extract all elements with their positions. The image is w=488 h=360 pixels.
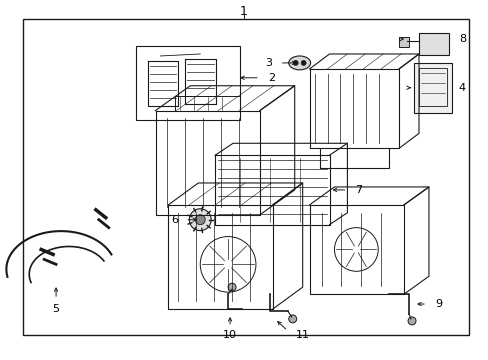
Text: 2: 2 [267, 73, 274, 83]
Bar [175, 96, 240, 111]
Bar [418, 33, 448, 55]
Text: 8: 8 [458, 34, 465, 44]
Circle shape [293, 60, 298, 66]
Bar [135, 46, 240, 121]
Text: 6: 6 [171, 215, 178, 225]
Text: 1: 1 [240, 5, 247, 18]
Circle shape [189, 209, 211, 231]
Ellipse shape [288, 56, 310, 70]
Circle shape [195, 215, 205, 225]
Text: 5: 5 [53, 304, 60, 314]
Bar [418, 68, 446, 105]
Circle shape [301, 60, 305, 66]
Bar [413, 63, 451, 113]
Text: 11: 11 [295, 330, 309, 340]
Text: 10: 10 [223, 330, 237, 340]
Bar [23, 19, 468, 335]
Circle shape [288, 315, 296, 323]
Text: 4: 4 [458, 83, 465, 93]
Bar [398, 37, 408, 47]
Circle shape [227, 283, 236, 291]
Text: 9: 9 [434, 299, 441, 309]
Text: 7: 7 [355, 185, 362, 195]
Text: 3: 3 [264, 58, 271, 68]
Circle shape [407, 317, 415, 325]
